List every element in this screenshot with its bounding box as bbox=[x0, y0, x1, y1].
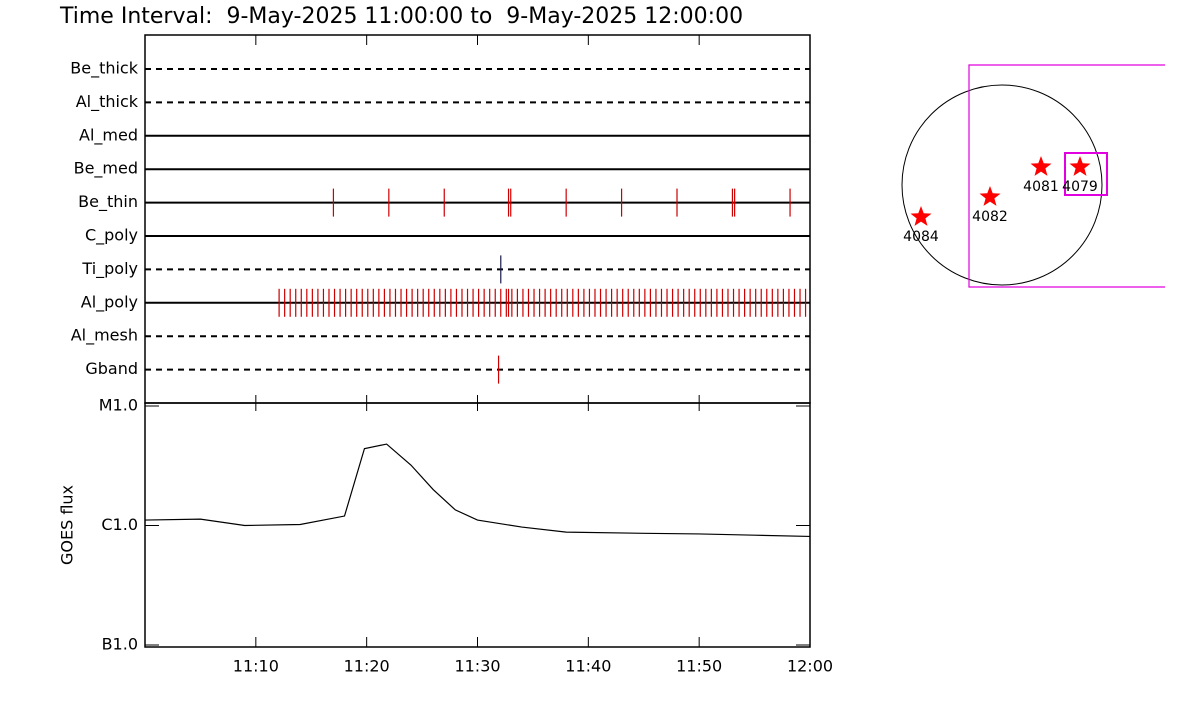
target-box bbox=[1064, 152, 1108, 196]
y-tick-label: M1.0 bbox=[99, 396, 138, 415]
filter-label: Be_med bbox=[74, 159, 138, 179]
y-axis-label: GOES flux bbox=[58, 485, 77, 565]
filter-label: Al_poly bbox=[81, 292, 138, 312]
filter-label: Al_mesh bbox=[71, 326, 138, 346]
filter-label: Al_thick bbox=[76, 92, 139, 112]
region-star bbox=[1069, 156, 1091, 176]
x-tick-label: 11:40 bbox=[565, 657, 611, 676]
region-label: 4082 bbox=[972, 209, 1008, 225]
filter-label: C_poly bbox=[85, 226, 138, 246]
region-star bbox=[979, 186, 1001, 206]
region-star bbox=[910, 206, 932, 226]
x-tick-label: 11:20 bbox=[344, 657, 390, 676]
x-tick-label: 11:10 bbox=[233, 657, 279, 676]
x-tick-label: 11:50 bbox=[676, 657, 722, 676]
region-label: 4084 bbox=[903, 229, 939, 245]
y-tick-label: C1.0 bbox=[101, 515, 138, 534]
filter-label: Ti_poly bbox=[81, 259, 138, 279]
filter-label: Gband bbox=[85, 359, 138, 378]
solar-disk bbox=[901, 84, 1103, 286]
title: Time Interval: 9-May-2025 11:00:00 to 9-… bbox=[59, 4, 743, 29]
goes-curve bbox=[144, 443, 811, 538]
region-label: 4081 bbox=[1023, 179, 1059, 195]
x-tick-label: 11:30 bbox=[454, 657, 500, 676]
filter-label: Be_thick bbox=[70, 59, 138, 79]
filter-label: Be_thin bbox=[78, 192, 138, 212]
fov-box bbox=[968, 64, 1165, 288]
region-star bbox=[1030, 156, 1052, 176]
y-tick-label: B1.0 bbox=[102, 635, 138, 654]
filter-label: Al_med bbox=[79, 125, 138, 145]
region-label: 4079 bbox=[1062, 179, 1098, 195]
x-tick-label: 12:00 bbox=[787, 657, 833, 676]
